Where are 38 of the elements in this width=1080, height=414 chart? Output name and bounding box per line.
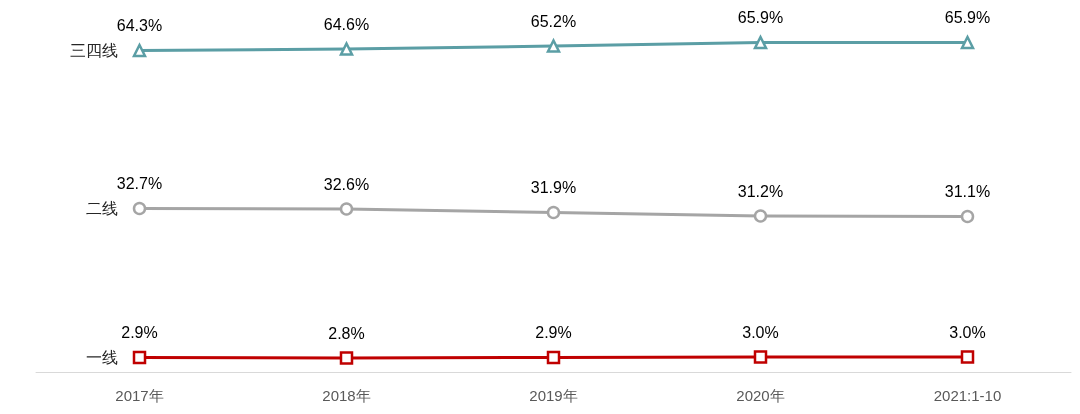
- data-label: 2.9%: [121, 324, 158, 342]
- point: [546, 350, 561, 365]
- point: [339, 202, 354, 216]
- point: [546, 205, 561, 220]
- point: [753, 350, 768, 364]
- data-label: 3.0%: [742, 323, 779, 341]
- data-label: 64.6%: [323, 15, 370, 33]
- data-label: 3.0%: [949, 323, 986, 341]
- point: [753, 35, 768, 50]
- data-label: 65.2%: [530, 12, 577, 30]
- data-label: 64.3%: [116, 17, 163, 35]
- data-label: 65.9%: [737, 9, 784, 27]
- data-label: 2.8%: [328, 324, 365, 342]
- point: [132, 350, 147, 365]
- data-label: 31.1%: [944, 183, 991, 201]
- point: [339, 42, 354, 56]
- data-label: 31.9%: [530, 179, 577, 197]
- data-label: 65.9%: [944, 9, 991, 27]
- point: [960, 350, 975, 364]
- data-label: 2.9%: [535, 324, 572, 342]
- series-label: 一线: [85, 348, 118, 367]
- data-label: 32.6%: [323, 175, 370, 193]
- point: [546, 39, 561, 53]
- point: [960, 35, 975, 50]
- series-label: 二线: [85, 199, 118, 218]
- x-tick-label: 2018年: [322, 387, 371, 404]
- point: [132, 43, 147, 58]
- x-tick-label: 2017年: [115, 387, 164, 404]
- x-tick-label: 2019年: [529, 387, 578, 404]
- x-tick-label: 2020年: [736, 387, 785, 404]
- point: [753, 209, 768, 223]
- x-tick-label: 2021:1-10: [933, 387, 1002, 404]
- point: [339, 351, 354, 365]
- point: [132, 201, 147, 216]
- series-label: 三四线: [69, 41, 118, 60]
- point: [960, 209, 975, 224]
- data-label: 32.7%: [116, 175, 163, 193]
- data-label: 31.2%: [737, 182, 784, 200]
